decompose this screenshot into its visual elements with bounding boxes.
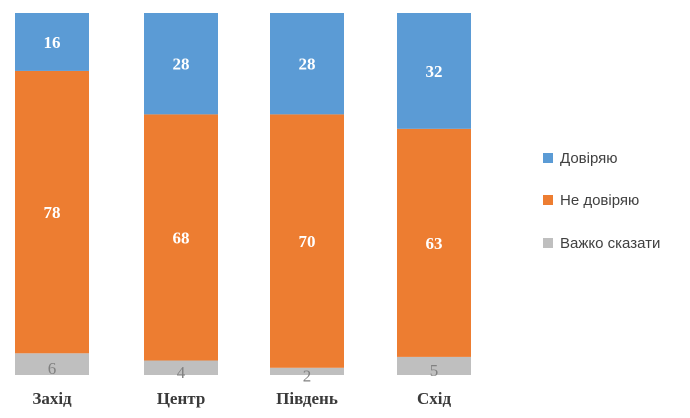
data-label-3-2: 32 xyxy=(426,62,443,81)
legend-label-2: Важко сказати xyxy=(560,235,660,252)
legend-swatch-0 xyxy=(543,153,553,163)
legend-swatch-1 xyxy=(543,195,553,205)
data-label-1-1: 68 xyxy=(173,228,190,247)
bars-group: 6 78 16 4 68 28 2 70 28 5 63 32 xyxy=(15,13,471,385)
bar-segment-1-0 xyxy=(144,360,218,375)
bar-segment-2-0 xyxy=(270,367,344,375)
legend-label-0: Довіряю xyxy=(560,150,618,167)
bar-segment-0-2 xyxy=(15,13,89,71)
category-label-2: Південь xyxy=(276,389,338,408)
bar-segment-2-1 xyxy=(270,114,344,368)
bar-segment-2-2 xyxy=(270,13,344,115)
bar-segment-3-1 xyxy=(397,128,471,357)
data-label-2-0: 2 xyxy=(303,366,312,385)
category-label-1: Центр xyxy=(157,389,206,408)
legend-swatch-2 xyxy=(543,238,553,248)
data-label-0-2: 16 xyxy=(44,33,61,52)
legend-label-1: Не довіряю xyxy=(560,192,639,209)
bar-segment-1-2 xyxy=(144,13,218,115)
data-label-1-0: 4 xyxy=(177,363,186,382)
category-label-3: Схід xyxy=(417,389,452,408)
bar-segment-0-1 xyxy=(15,70,89,354)
data-label-3-1: 63 xyxy=(426,234,443,253)
bar-segment-0-0 xyxy=(15,353,89,375)
data-label-0-0: 6 xyxy=(48,359,57,378)
data-label-2-1: 70 xyxy=(299,232,316,251)
bar-segment-3-2 xyxy=(397,13,471,129)
bar-segment-1-1 xyxy=(144,114,218,361)
category-label-0: Захід xyxy=(32,389,72,408)
data-label-0-1: 78 xyxy=(44,203,61,222)
category-labels: Захід Центр Південь Схід xyxy=(32,389,451,408)
data-label-2-2: 28 xyxy=(299,55,316,74)
data-label-3-0: 5 xyxy=(430,361,439,380)
data-label-1-2: 28 xyxy=(173,55,190,74)
bar-segment-3-0 xyxy=(397,356,471,375)
legend: Довіряю Не довіряю Важко сказати xyxy=(543,150,660,252)
